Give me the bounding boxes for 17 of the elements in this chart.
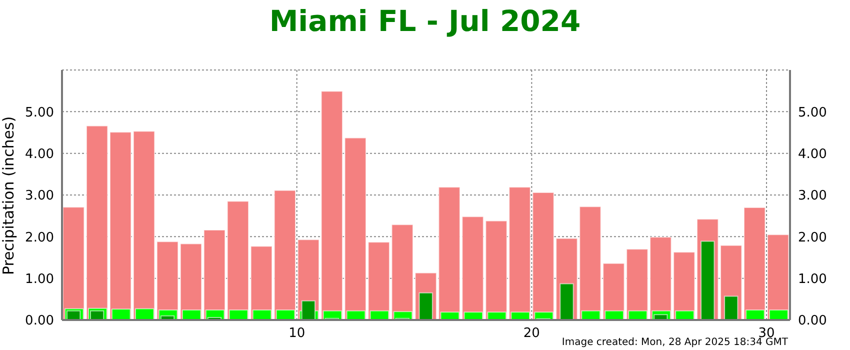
x-tick-label: 10 (288, 326, 306, 342)
text: Image created: Mon, 28 Apr 2025 18:34 GMT (562, 337, 788, 349)
chart-title: Miami FL - Jul 2024 (268, 4, 582, 38)
y2-tick-label: 4.00 (798, 146, 827, 162)
y2-tick-label: 0.00 (798, 314, 827, 329)
y-axis-title: Precipitation (inches) (0, 116, 18, 275)
y-tick-label: 2.00 (25, 230, 54, 246)
y-tick-label: 4.00 (25, 146, 54, 162)
x-tick-label: 20 (523, 326, 540, 342)
y2-tick-label: 3.00 (798, 188, 827, 204)
y2-tick-label: 2.00 (798, 230, 827, 246)
y-tick-label: 5.00 (25, 105, 54, 120)
y-tick-label: 1.00 (25, 272, 54, 287)
y-tick-label: 3.00 (25, 188, 54, 204)
y-tick-label: 0.00 (25, 314, 54, 329)
y2-tick-label: 5.00 (798, 105, 827, 120)
y2-tick-label: 1.00 (798, 272, 827, 287)
